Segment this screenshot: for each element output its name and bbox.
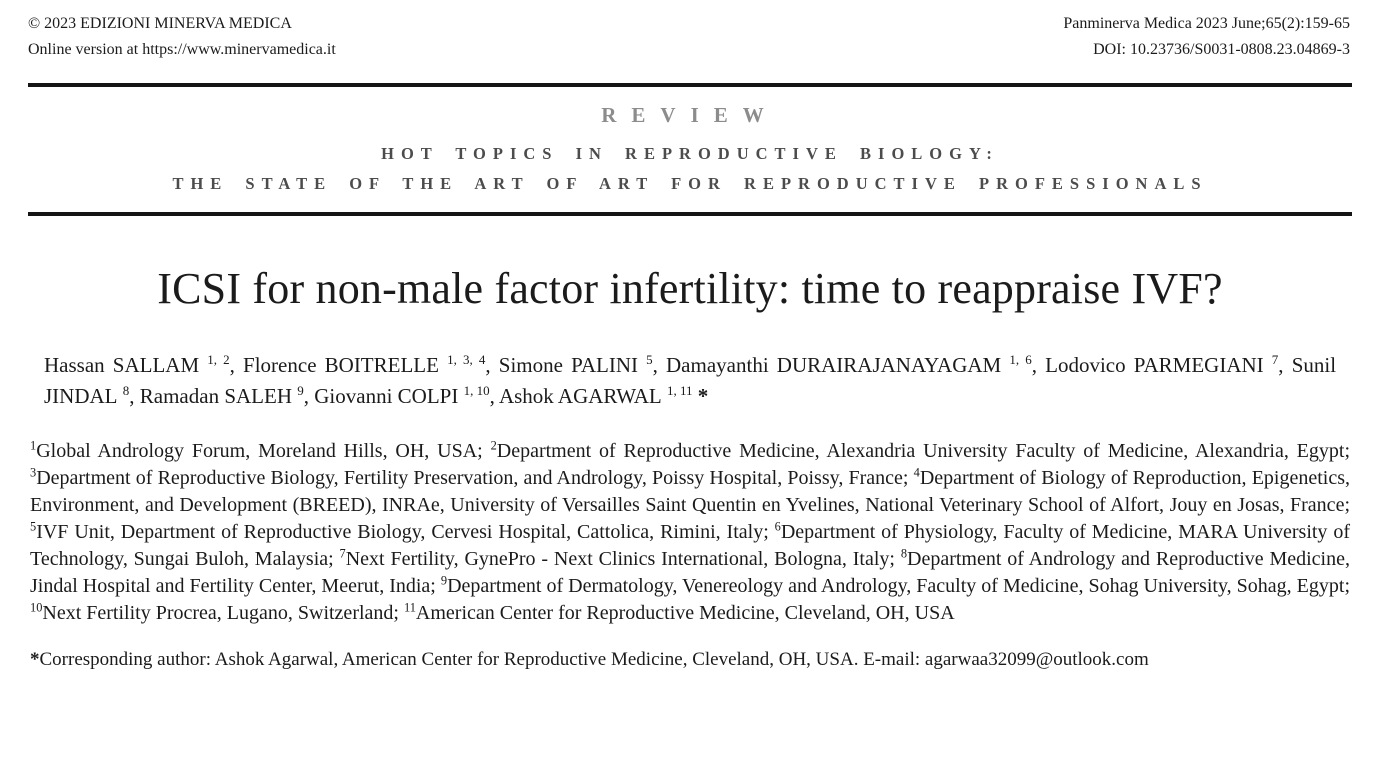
author: Florence BOITRELLE 1, 3, 4 — [243, 352, 486, 377]
topic-line-2: THE STATE OF THE ART OF ART FOR REPRODUC… — [172, 174, 1208, 193]
section-topic-heading: HOT TOPICS IN REPRODUCTIVE BIOLOGY: THE … — [0, 139, 1380, 199]
author: Lodovico PARMEGIANI 7 — [1045, 352, 1279, 377]
corresponding-label: Corresponding author: — [39, 649, 212, 670]
citation-info: Panminerva Medica 2023 June;65(2):159-65… — [1063, 11, 1350, 63]
section-review-label: REVIEW — [601, 103, 779, 127]
copyright-line: © 2023 EDIZIONI MINERVA MEDICA — [28, 15, 292, 32]
online-version-line: Online version at https://www.minervamed… — [28, 41, 336, 58]
affiliations-paragraph: 1Global Andrology Forum, Moreland Hills,… — [30, 438, 1350, 624]
topic-line-1: HOT TOPICS IN REPRODUCTIVE BIOLOGY: — [381, 144, 999, 163]
section-rule — [28, 212, 1352, 216]
corresponding-marker: * — [30, 649, 40, 670]
article-title: ICSI for non-male factor infertility: ti… — [157, 264, 1223, 313]
corresponding-author-note: *Corresponding author: Ashok Agarwal, Am… — [30, 647, 1350, 673]
authors-line: Hassan SALLAM 1, 2, Florence BOITRELLE 1… — [44, 352, 1337, 408]
corresponding-author-star: * — [692, 384, 709, 408]
corresponding-text: Ashok Agarwal, American Center for Repro… — [211, 649, 1149, 670]
doi-line: DOI: 10.23736/S0031-0808.23.04869-3 — [1093, 41, 1350, 58]
author: Simone PALINI 5 — [498, 352, 653, 377]
journal-citation-line: Panminerva Medica 2023 June;65(2):159-65 — [1063, 15, 1350, 32]
author: Sunil JINDAL 8 — [44, 353, 1337, 408]
author: Damayanthi DURAIRAJANAYAGAM 1, 6 — [666, 352, 1032, 377]
top-rule — [28, 83, 1352, 87]
journal-header: © 2023 EDIZIONI MINERVA MEDICA Online ve… — [0, 0, 1380, 63]
publisher-info: © 2023 EDIZIONI MINERVA MEDICA Online ve… — [28, 11, 336, 63]
author: Ashok AGARWAL 1, 11 * — [498, 383, 709, 408]
author: Giovanni COLPI 1, 10 — [314, 383, 490, 408]
author: Hassan SALLAM 1, 2 — [44, 352, 230, 377]
article-front-matter: ICSI for non-male factor infertility: ti… — [0, 262, 1380, 673]
author: Ramadan SALEH 9 — [139, 383, 304, 408]
